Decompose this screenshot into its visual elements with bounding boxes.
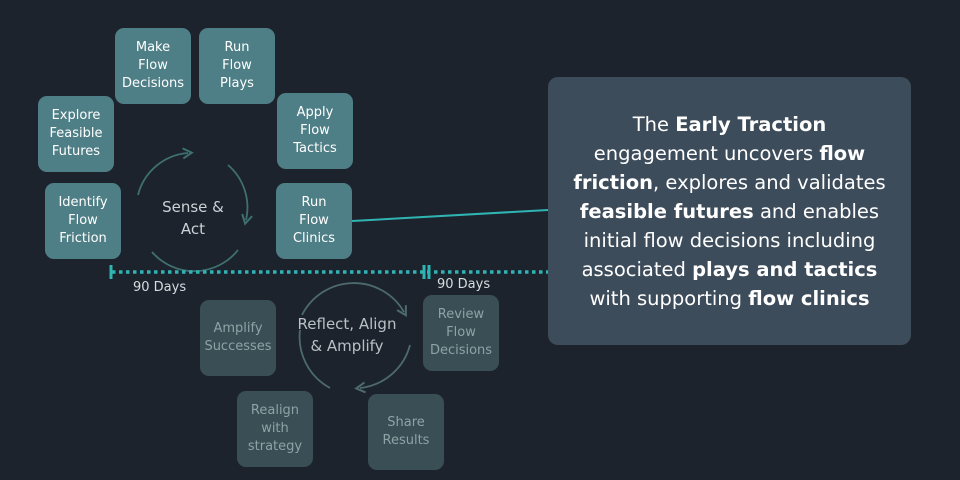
- box-label: Share Results: [382, 415, 430, 448]
- callout-text: The Early Traction engagement uncovers f…: [570, 110, 889, 313]
- box-run-flow-clinics: Run Flow Clinics: [276, 183, 352, 259]
- callout-connector: [351, 209, 549, 222]
- cycle1-label: Sense & Act: [162, 198, 224, 238]
- callout-emphasis: feasible futures: [579, 199, 754, 223]
- cycle2-arrow-top: [301, 282, 407, 318]
- box-label: Amplify Successes: [204, 321, 272, 354]
- callout-emphasis: flow friction: [573, 141, 866, 194]
- box-realign-with-strategy: Realign with strategy: [237, 391, 313, 467]
- cycle2-arrow-left: [298, 329, 331, 389]
- callout-segment: engagement uncovers: [593, 141, 820, 165]
- box-review-flow-decisions: Review Flow Decisions: [423, 295, 499, 371]
- box-label: Run Flow Plays: [220, 40, 254, 91]
- box-run-flow-plays: Run Flow Plays: [199, 28, 275, 104]
- callout-emphasis: flow clinics: [748, 286, 870, 310]
- cycle2-label: Reflect, Align & Amplify: [297, 315, 397, 355]
- timeline-label-right: 90 Days: [437, 277, 491, 292]
- box-label: Review Flow Decisions: [429, 307, 493, 358]
- callout-emphasis: plays and tactics: [692, 257, 878, 281]
- box-label: Run Flow Clinics: [292, 195, 336, 246]
- box-label: Identify Flow Friction: [58, 195, 108, 246]
- callout-emphasis: Early Traction: [675, 112, 827, 136]
- box-make-flow-decisions: Make Flow Decisions: [115, 28, 191, 104]
- cycle1-arrow-right: [227, 164, 253, 226]
- callout-segment: , explores and validates: [653, 170, 886, 194]
- cycle1-arrow-bottom: [151, 249, 239, 273]
- box-explore-feasible-futures: Explore Feasible Futures: [38, 96, 114, 172]
- box-label: Explore Feasible Futures: [49, 108, 103, 159]
- box-identify-flow-friction: Identify Flow Friction: [45, 183, 121, 259]
- box-apply-flow-tactics: Apply Flow Tactics: [277, 93, 353, 169]
- box-label: Make Flow Decisions: [121, 40, 185, 91]
- callout-segment: and enables initial flow decisions inclu…: [581, 199, 880, 281]
- callout-segment: with supporting: [589, 286, 749, 310]
- callout-panel: The Early Traction engagement uncovers f…: [548, 77, 911, 345]
- callout-segment: The: [632, 112, 676, 136]
- box-share-results: Share Results: [368, 394, 444, 470]
- cycle2-arrow-right: [354, 344, 411, 394]
- timeline-label-left: 90 Days: [133, 280, 187, 295]
- cycle1-arrow-top: [137, 147, 194, 196]
- box-label: Realign with strategy: [247, 403, 303, 454]
- box-amplify-successes: Amplify Successes: [200, 300, 276, 376]
- box-label: Apply Flow Tactics: [293, 105, 337, 156]
